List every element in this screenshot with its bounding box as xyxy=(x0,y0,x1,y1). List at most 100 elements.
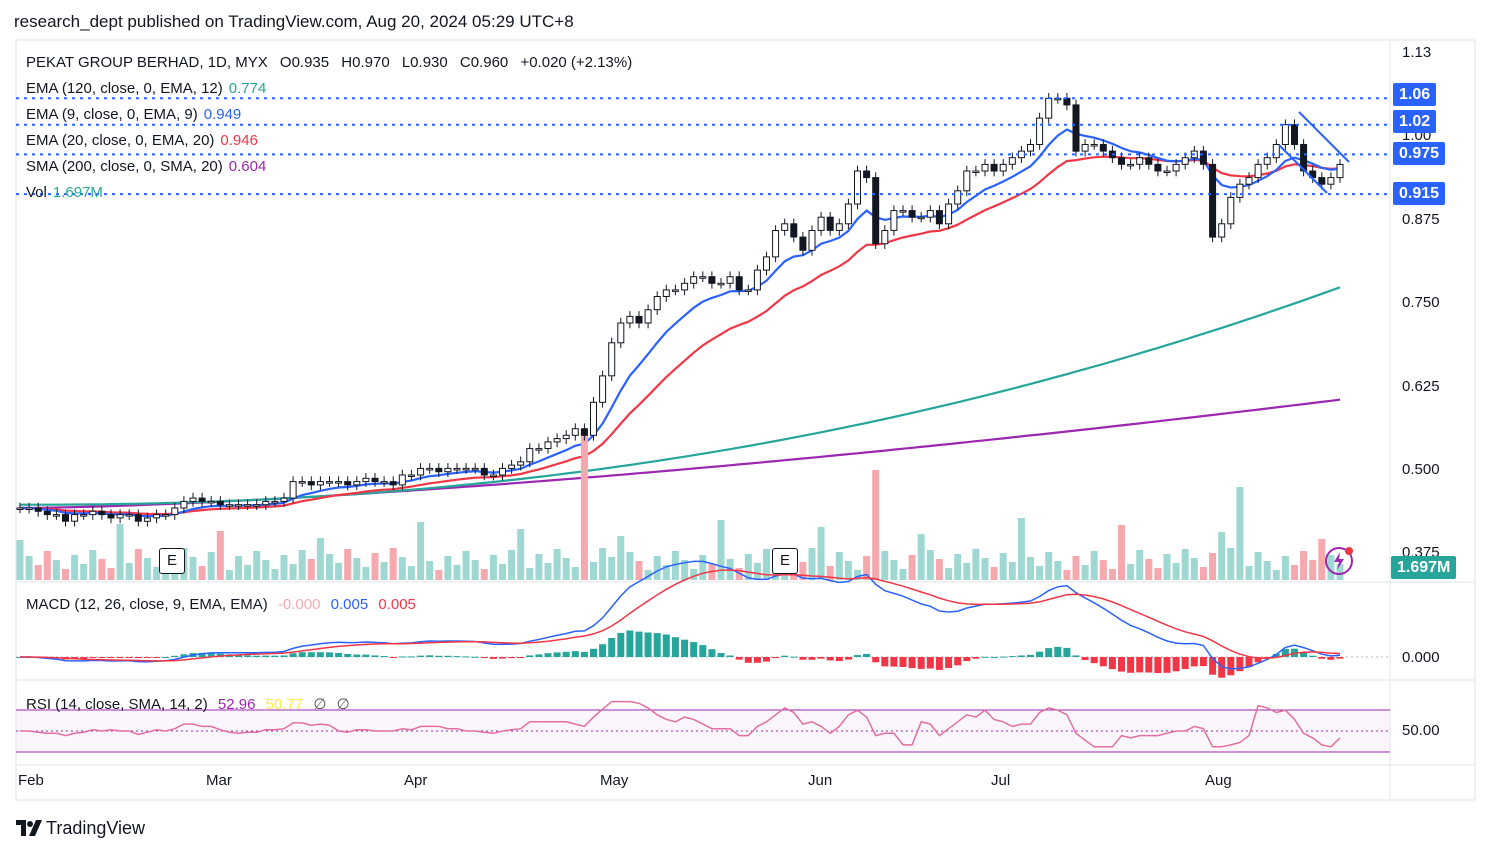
volume-bar xyxy=(763,549,770,580)
macd-hist-bar xyxy=(653,633,661,657)
volume-bar xyxy=(71,555,79,580)
tradingview-logo-icon xyxy=(16,820,42,841)
volume-bar xyxy=(216,531,224,580)
volume-bar xyxy=(1281,556,1289,580)
volume-badge: 1.697M xyxy=(1391,556,1457,579)
volume-bar xyxy=(1136,550,1144,580)
macd-hist-bar xyxy=(808,657,816,660)
ema20-line xyxy=(20,155,1341,516)
candle-body xyxy=(1027,144,1034,152)
macd-hist-bar xyxy=(890,657,898,667)
candle-body xyxy=(417,467,425,476)
macd-hist-bar xyxy=(1008,656,1016,658)
volume-bar xyxy=(43,551,51,580)
candle-body xyxy=(25,507,33,510)
candle-body xyxy=(1072,104,1080,152)
candle-body xyxy=(644,309,652,324)
macd-hist-bar xyxy=(244,655,252,657)
legend-ema9-label: EMA (9, close, 0, EMA, 9) xyxy=(26,106,198,123)
legend-sma200[interactable]: SMA (200, close, 0, SMA, 20) 0.604 xyxy=(26,158,266,175)
macd-hist-bar xyxy=(1090,657,1098,664)
macd-hist-bar xyxy=(1145,657,1153,673)
legend-ema9[interactable]: EMA (9, close, 0, EMA, 9) 0.949 xyxy=(26,106,241,123)
volume-bar xyxy=(644,570,652,580)
candle-body xyxy=(43,510,51,516)
volume-bar xyxy=(1027,557,1034,580)
volume-bar xyxy=(62,569,69,580)
macd-hist-bar xyxy=(1254,657,1262,663)
legend-volume-value: 1.697M xyxy=(52,184,103,201)
volume-bar xyxy=(972,549,980,580)
candle-body xyxy=(298,481,306,484)
volume-bar xyxy=(671,551,679,580)
x-tick-label: Jun xyxy=(808,772,833,789)
candle-body xyxy=(380,481,388,484)
candle-body xyxy=(1090,144,1098,147)
candle-body xyxy=(1127,163,1135,167)
candle-body xyxy=(926,210,934,218)
candle-body xyxy=(225,504,233,507)
candle-body xyxy=(717,282,725,286)
candle-body xyxy=(553,438,561,443)
macd-hist-bar xyxy=(635,631,643,657)
candle-body xyxy=(116,514,124,519)
volume-bar xyxy=(662,565,670,580)
macd-hist-bar xyxy=(544,653,552,657)
volume-bar xyxy=(1108,569,1116,580)
macd-hist-bar xyxy=(1272,653,1280,657)
macd-hist-bar xyxy=(298,652,306,657)
legend-macd[interactable]: MACD (12, 26, close, 9, EMA, EMA) -0.000… xyxy=(26,596,416,613)
macd-hist-bar xyxy=(872,657,880,663)
macd-hist-bar xyxy=(1108,657,1116,670)
candle-body xyxy=(872,177,880,245)
candle-body xyxy=(499,467,506,476)
macd-hist-bar xyxy=(335,652,343,657)
volume-bar xyxy=(653,556,661,580)
volume-bar xyxy=(52,560,60,580)
macd-hist-bar xyxy=(726,655,734,657)
macd-hist-bar xyxy=(972,657,980,659)
candle-body xyxy=(1172,163,1180,172)
volume-bar xyxy=(753,563,761,580)
volume-bar xyxy=(307,559,315,580)
candle-body xyxy=(571,428,579,436)
candle-body xyxy=(143,517,151,522)
volume-bar xyxy=(981,558,989,580)
macd-signal-value: 0.005 xyxy=(378,596,416,613)
y-tick-label: 0.875 xyxy=(1402,211,1440,228)
macd-hist-bar xyxy=(863,653,871,657)
candle-body xyxy=(863,170,871,179)
volume-bar xyxy=(189,557,197,580)
candle-body xyxy=(289,481,297,499)
trendline xyxy=(1298,111,1350,163)
earnings-marker[interactable]: E xyxy=(772,548,798,574)
volume-bar xyxy=(926,550,934,580)
candle-body xyxy=(134,514,142,522)
lightning-icon[interactable] xyxy=(1324,546,1354,576)
volume-bar xyxy=(271,569,279,580)
macd-hist-bar xyxy=(1045,648,1053,657)
candle-body xyxy=(799,236,807,251)
candle-body xyxy=(653,296,661,311)
macd-hist-bar xyxy=(1017,655,1025,657)
legend-ema120[interactable]: EMA (120, close, 0, EMA, 12) 0.774 xyxy=(26,80,266,97)
earnings-marker[interactable]: E xyxy=(159,548,185,574)
level-badge-102: 1.02 xyxy=(1393,110,1437,133)
volume-bar xyxy=(635,561,643,580)
candle-body xyxy=(699,276,707,279)
candle-body xyxy=(1081,144,1089,152)
legend-ema20[interactable]: EMA (20, close, 0, EMA, 20) 0.946 xyxy=(26,132,258,149)
legend-volume[interactable]: Vol 1.697M xyxy=(26,184,103,201)
legend-rsi[interactable]: RSI (14, close, SMA, 14, 2) 52.96 50.77 … xyxy=(26,695,350,713)
candle-body xyxy=(562,434,570,440)
volume-bar xyxy=(1163,554,1171,580)
volume-bar xyxy=(835,552,843,580)
candle-body xyxy=(180,500,188,509)
volume-bar xyxy=(717,520,725,580)
y-tick-label: 1.13 xyxy=(1402,44,1432,61)
candle-body xyxy=(1318,177,1326,185)
macd-hist-bar xyxy=(1036,651,1044,657)
volume-bar xyxy=(34,565,42,580)
volume-bar xyxy=(744,554,752,580)
